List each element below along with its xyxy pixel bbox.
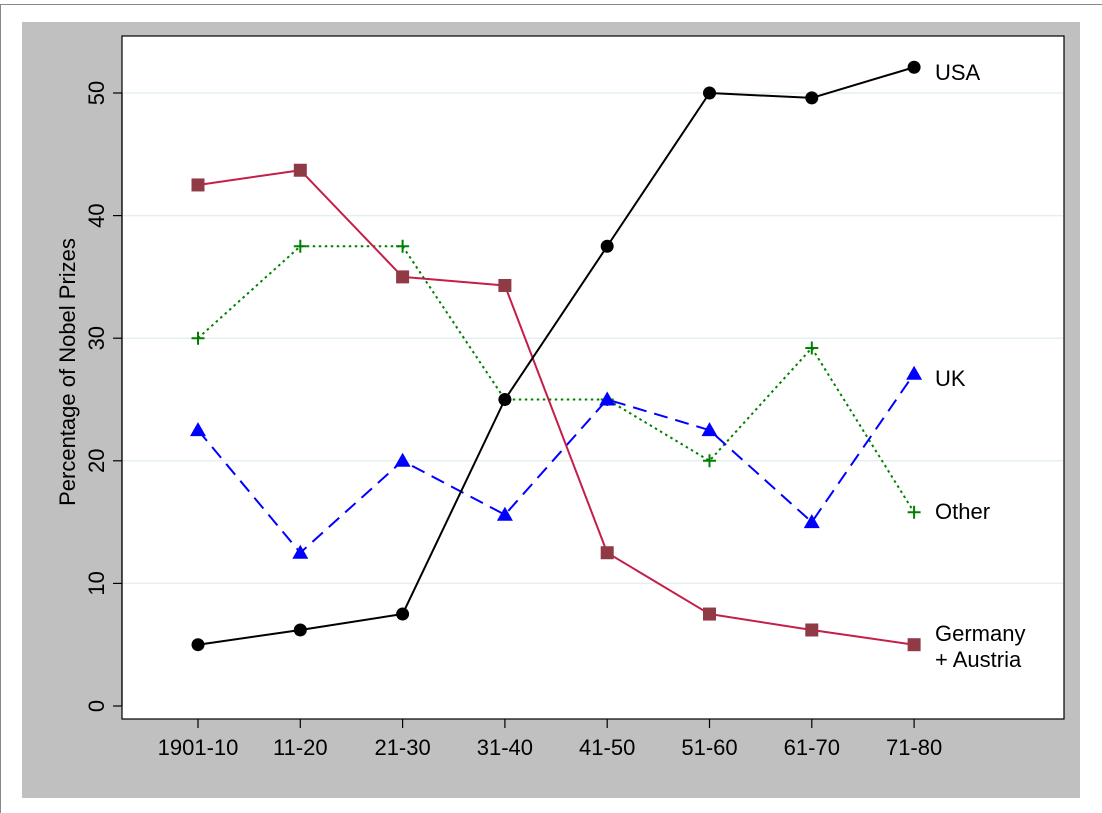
y-tick-label-50: 50 <box>84 81 109 105</box>
series-uk <box>190 365 923 559</box>
x-tick-label-4: 41-50 <box>579 735 635 760</box>
series-lines <box>190 60 923 652</box>
marker-other-2 <box>396 239 410 253</box>
marker-germany-2 <box>396 270 410 284</box>
marker-uk-0 <box>190 422 206 437</box>
y-tick-label-40: 40 <box>84 203 109 227</box>
marker-germany-5 <box>703 607 716 621</box>
y-tick-label-30: 30 <box>84 326 109 350</box>
series-line-usa <box>197 66 915 646</box>
y-axis-title: Percentage of Nobel Prizes <box>55 238 80 506</box>
series-usa <box>191 60 921 652</box>
x-tick-label-2: 21-30 <box>374 735 430 760</box>
marker-other-7 <box>907 505 921 519</box>
series-line-other <box>197 245 915 513</box>
marker-usa-7 <box>907 60 921 74</box>
y-tick-label-10: 10 <box>84 571 109 595</box>
series-label-line-other-0: Other <box>935 499 990 524</box>
series-label-line-germany-1: + Austria <box>935 647 1022 672</box>
y-tick-label-20: 20 <box>84 449 109 473</box>
y-tick-label-0: 0 <box>84 700 109 712</box>
series-label-line-uk-0: UK <box>935 366 966 391</box>
x-tick-label-6: 61-70 <box>784 735 840 760</box>
marker-usa-6 <box>805 91 819 105</box>
marker-usa-3 <box>498 393 512 406</box>
marker-other-0 <box>191 331 205 345</box>
marker-other-5 <box>703 454 716 468</box>
series-labels: USA Germany + Austria UK Other <box>935 60 1025 672</box>
marker-germany-1 <box>293 163 307 177</box>
marker-uk-2 <box>394 452 411 467</box>
marker-germany-4 <box>600 546 614 560</box>
marker-usa-0 <box>191 638 205 652</box>
series-label-other: Other <box>935 499 990 524</box>
marker-uk-7 <box>906 365 923 380</box>
x-tick-label-7: 71-80 <box>886 735 942 760</box>
x-tick-label-3: 31-40 <box>477 735 533 760</box>
x-tick-label-0: 1901-10 <box>158 735 239 760</box>
series-label-usa: USA <box>935 60 981 85</box>
marker-uk-5 <box>701 422 718 437</box>
series-label-germany: Germany + Austria <box>935 621 1025 672</box>
x-tick-label-1: 11-20 <box>273 735 328 760</box>
marker-germany-6 <box>805 623 819 637</box>
marker-uk-1 <box>292 544 309 559</box>
marker-germany-3 <box>498 278 512 292</box>
series-label-uk: UK <box>935 366 966 391</box>
series-line-germany <box>197 169 915 646</box>
series-label-line-usa-0: USA <box>935 60 981 85</box>
marker-other-6 <box>805 341 819 355</box>
marker-usa-4 <box>600 239 614 253</box>
marker-uk-3 <box>496 506 513 521</box>
x-tick-label-5: 51-60 <box>681 735 737 760</box>
series-germany <box>191 163 921 652</box>
marker-usa-5 <box>703 86 716 100</box>
series-line-uk <box>197 373 915 554</box>
series-label-line-germany-0: Germany <box>935 621 1025 646</box>
gridlines <box>123 92 1063 585</box>
marker-usa-2 <box>396 607 410 621</box>
marker-uk-6 <box>803 514 820 529</box>
marker-other-1 <box>293 239 307 253</box>
marker-uk-4 <box>599 391 616 406</box>
marker-germany-7 <box>907 638 921 652</box>
marker-usa-1 <box>293 623 307 637</box>
marker-germany-0 <box>191 178 205 192</box>
plot-area <box>121 35 1065 720</box>
axes: 0 10 20 30 40 50 1901-10 11-20 21-30 31-40 41-50 51… <box>84 81 942 760</box>
